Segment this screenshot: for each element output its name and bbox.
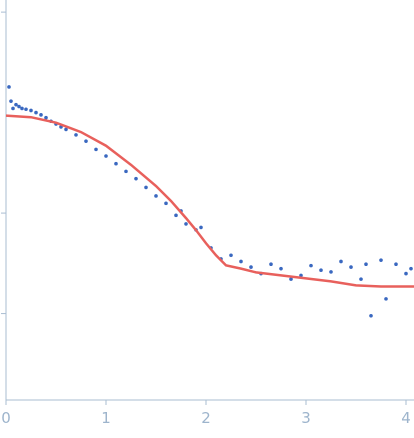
x-tick-label: 1 <box>101 409 111 427</box>
data-point <box>239 259 243 264</box>
data-point <box>17 104 21 109</box>
x-tick-label: 0 <box>1 409 11 427</box>
data-point <box>279 266 283 271</box>
data-point <box>164 201 168 206</box>
x-tick-label: 2 <box>201 409 211 427</box>
data-point <box>319 268 323 273</box>
data-point <box>34 110 38 115</box>
data-point <box>94 147 98 152</box>
data-point <box>20 106 24 111</box>
data-point <box>39 113 43 117</box>
data-point <box>299 273 303 278</box>
x-tick-label: 4 <box>401 409 411 427</box>
data-point <box>14 102 18 107</box>
data-point <box>329 270 333 274</box>
data-point <box>359 277 363 281</box>
data-point <box>104 154 108 158</box>
data-point <box>44 115 48 120</box>
data-point <box>349 265 353 269</box>
data-point <box>409 266 413 271</box>
data-point <box>249 265 253 269</box>
fit-line <box>5 114 414 288</box>
data-point <box>269 262 273 266</box>
data-point <box>289 277 293 281</box>
data-point <box>364 262 368 266</box>
data-point <box>9 99 13 103</box>
data-point <box>134 176 138 181</box>
data-point <box>7 85 11 89</box>
data-point <box>64 127 68 132</box>
data-point <box>339 259 343 264</box>
data-point <box>369 314 373 318</box>
data-point <box>114 161 118 166</box>
data-point <box>144 185 148 190</box>
data-point <box>29 108 33 113</box>
data-point <box>199 225 203 230</box>
data-point <box>229 253 233 258</box>
data-point <box>11 106 15 111</box>
data-point <box>24 107 28 112</box>
data-point <box>384 297 388 301</box>
data-point <box>404 271 408 276</box>
data-point <box>154 194 158 198</box>
data-point <box>124 169 128 174</box>
data-point <box>174 213 178 218</box>
x-tick-label: 3 <box>301 409 311 427</box>
data-point <box>394 262 398 266</box>
data-point <box>379 258 383 262</box>
data-point <box>184 222 188 226</box>
data-point <box>309 263 313 268</box>
data-point <box>74 133 78 137</box>
data-point <box>84 139 88 143</box>
